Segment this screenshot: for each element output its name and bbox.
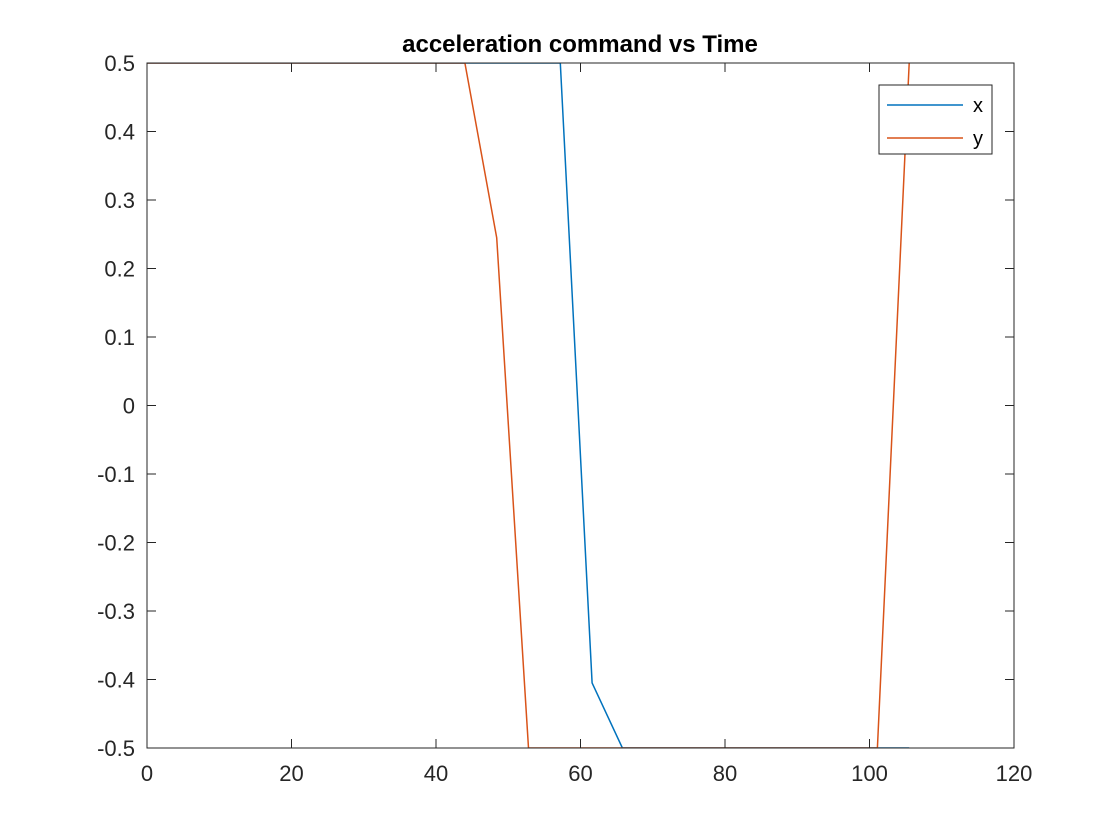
chart-title: acceleration command vs Time bbox=[402, 31, 758, 58]
legend: xy bbox=[878, 84, 993, 155]
legend-label-x: x bbox=[973, 95, 983, 117]
x-tick-label: 0 bbox=[141, 761, 153, 786]
series-line-y bbox=[147, 63, 910, 748]
tick-labels: 0 20 40 60 80 100 120 0.5 0.4 0.3 0.2 0.1 0 -0.1 -0.2 -… bbox=[97, 51, 1032, 786]
x-tick-label: 100 bbox=[851, 761, 888, 786]
axes bbox=[146, 62, 1015, 749]
y-tick-label: 0.2 bbox=[104, 257, 135, 282]
y-tick-label: 0.1 bbox=[104, 325, 135, 350]
y-tick-label: 0.4 bbox=[104, 120, 135, 145]
y-tick-label: -0.5 bbox=[97, 736, 135, 761]
legend-label-y: y bbox=[973, 128, 983, 150]
y-tick-label: 0.5 bbox=[104, 51, 135, 76]
series-layer bbox=[147, 63, 910, 748]
y-tick-label: 0.3 bbox=[104, 188, 135, 213]
y-tick-label: -0.4 bbox=[97, 668, 135, 693]
y-tick-label: -0.2 bbox=[97, 531, 135, 556]
series-line-x bbox=[147, 63, 910, 748]
x-tick-label: 80 bbox=[713, 761, 737, 786]
x-tick-label: 60 bbox=[568, 761, 592, 786]
legend-box bbox=[878, 84, 993, 155]
y-tick-label: -0.3 bbox=[97, 599, 135, 624]
x-tick-label: 120 bbox=[996, 761, 1033, 786]
y-tick-label: -0.1 bbox=[97, 462, 135, 487]
y-tick-label: 0 bbox=[123, 394, 135, 419]
x-tick-label: 20 bbox=[279, 761, 303, 786]
x-tick-label: 40 bbox=[424, 761, 448, 786]
